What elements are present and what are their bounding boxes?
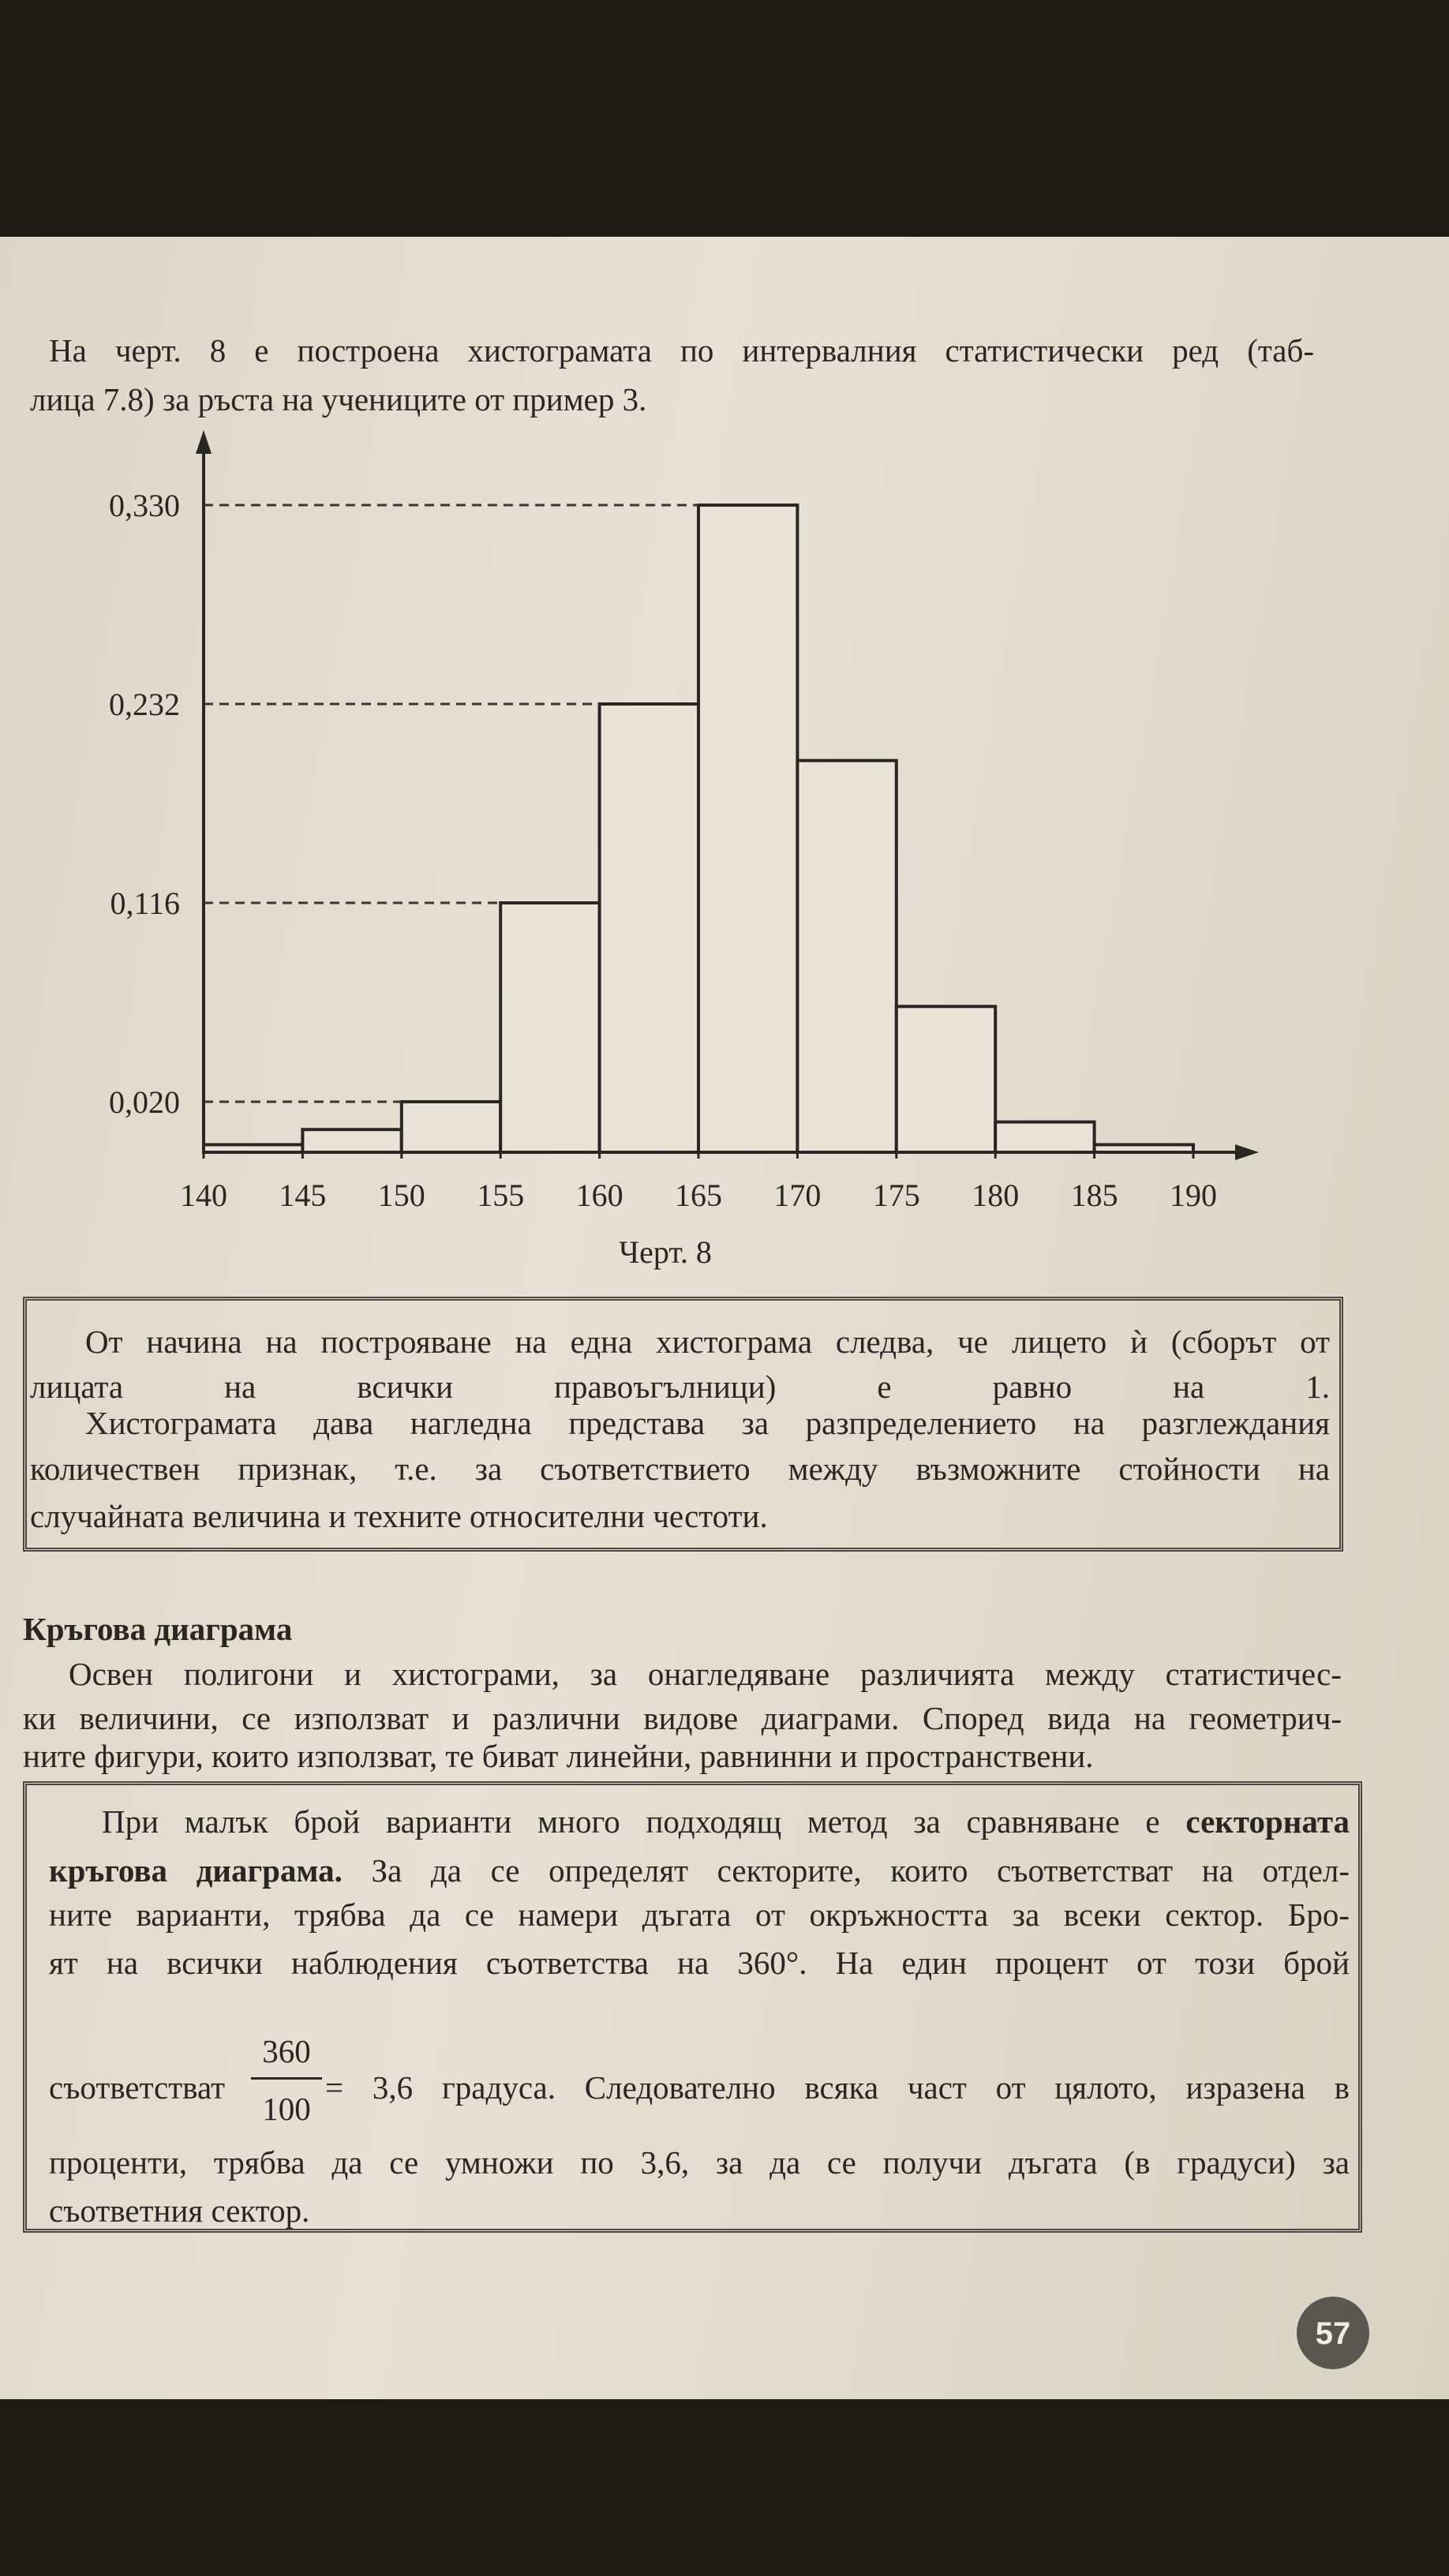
text-run: За да се определят секторите, които съот… [371,1852,1350,1889]
y-tick-label: 0,330 [109,488,180,523]
intro-line: На черт. 8 е построена хистограмата по и… [49,332,1314,369]
box-line: съответния сектор. [49,2192,310,2229]
paragraph-line: Освен полигони и хистограми, за онагледя… [69,1656,1342,1692]
box-line: ят на всички наблюдения съответства на 3… [49,1944,1350,1982]
box-line: Хистограмата дава нагледна представа за … [85,1405,1330,1441]
text-run: При малък брой варианти много подходящ м… [102,1803,1160,1840]
bar [697,504,799,1154]
box [23,1781,1362,2233]
box-line: От начина на построяване на една хистогр… [85,1324,1330,1360]
paragraph-line: ните фигури, които използват, те биват л… [23,1738,1094,1774]
box-line: проценти, трябва да се умножи по 3,6, за… [49,2144,1350,2181]
box-line: При малък брой варианти много подходящ м… [102,1803,1350,1840]
x-tick-label: 175 [873,1178,920,1213]
paragraph-line: ки величини, се използват и различни вид… [23,1700,1342,1736]
bar [399,1100,503,1154]
x-tick-label: 190 [1170,1178,1217,1213]
box [23,1297,1343,1552]
intro-line: лица 7.8) за ръста на учениците от приме… [30,381,647,417]
y-arrow [196,430,212,454]
x-tick-label: 170 [773,1178,821,1213]
y-tick-label: 0,232 [109,687,180,722]
x-tick-label: 165 [675,1178,722,1213]
page-badge [1297,2297,1369,2369]
x-tick-label: 185 [1071,1178,1118,1213]
box-line: случайната величина и техните относителн… [30,1498,768,1534]
bar [499,901,601,1154]
x-tick-label: 145 [279,1178,326,1213]
bar [894,1005,998,1154]
text-run: ните варианти, трябва да се намери дъгат… [49,1896,1350,1933]
box-line: количествен признак, т.е. за съответстви… [30,1451,1330,1487]
bar [597,702,700,1154]
box-line: лицата на всички правоъгълници) е равно … [30,1368,1330,1405]
box-line: ните варианти, трябва да се намери дъгат… [49,1896,1350,1934]
page-number: 57 [1316,2316,1351,2351]
bar [994,1120,1096,1154]
bar [301,1128,403,1154]
section-heading: Кръгова диаграма [23,1611,293,1647]
x-tick-label: 180 [972,1178,1019,1213]
numerator: 360 [262,2033,311,2069]
fraction-bar [251,2077,322,2080]
x-tick-label: 140 [180,1178,227,1213]
x-tick-label: 155 [477,1178,524,1213]
denominator: 100 [262,2091,311,2127]
formula-text: съответстват [49,2069,225,2106]
text-run: кръгова диаграма. [49,1852,343,1889]
text-run: ят на всички наблюдения съответства на 3… [49,1945,1350,1981]
text-run: секторната [1185,1803,1350,1840]
x-tick-label: 150 [378,1178,425,1213]
bar [796,758,898,1154]
formula-text: = 3,6 градуса. Следователно всяка част о… [325,2069,1350,2106]
y-tick-label: 0,116 [110,886,180,921]
caption: Черт. 8 [619,1234,712,1270]
box-line: кръгова диаграма. За да се определят сек… [49,1852,1350,1889]
x-tick-label: 160 [576,1178,623,1213]
y-tick-label: 0,020 [109,1084,180,1120]
x-arrow [1235,1144,1259,1160]
